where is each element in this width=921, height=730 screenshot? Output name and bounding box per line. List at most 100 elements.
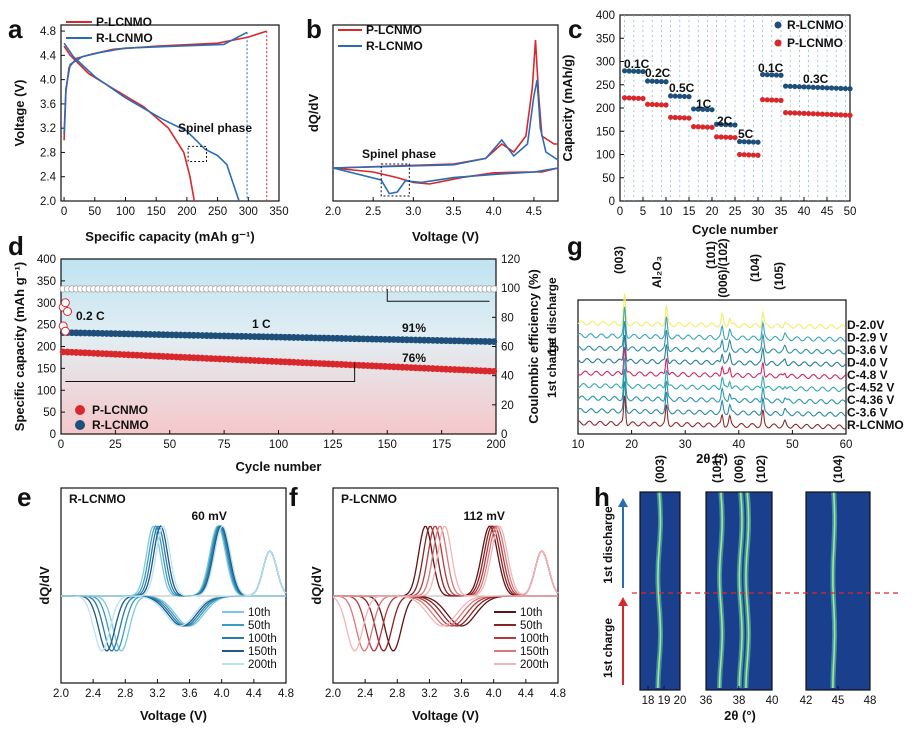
panel-g-peak-label: (101) [704,241,718,269]
panel-h-tick: 18 [642,695,655,707]
panel-d-y-tick: 400 [37,254,56,266]
panel-d-label: d [8,231,24,261]
panel-e-label: e [17,482,31,512]
panel-a-legend-label: R-LCNMO [96,31,153,45]
panel-g-pattern [577,335,846,367]
panel-c-point-R-LCNMO [842,85,849,92]
panel-a-y-tick: 3.6 [40,99,56,111]
panel-d-x-tick: 200 [486,439,505,451]
panel-c-point-P-LCNMO [709,124,715,130]
panel-c-point-R-LCNMO [783,83,789,89]
panel-a-y-tick: 4.0 [40,75,56,87]
panel-c-point-P-LCNMO [640,95,646,102]
panel-d-legend-marker [75,420,85,430]
panel-c-point-P-LCNMO [829,111,835,118]
panel-c-point-P-LCNMO [635,95,642,101]
panel-c-point-R-LCNMO [815,84,821,91]
panel-c-x-tick: 45 [821,206,834,218]
panel-d-initial-point [60,298,70,308]
panel-c-point-R-LCNMO [677,93,683,99]
panel-f-label: f [289,482,298,512]
panel-c-point-R-LCNMO [829,85,835,91]
panel-b-x-tick: 2.0 [325,206,341,218]
panel-d-y-tick: 350 [37,276,56,288]
panel-g-pattern [577,395,846,430]
panel-d-y-tick: 50 [43,407,56,419]
panel-a-x-tick: 0 [61,206,67,218]
panel-f-x-tick: 4.0 [486,688,502,700]
panel-h-peak-core [657,491,662,689]
panel-d-retention-P: 76% [402,351,426,365]
panel-a-x-tick: 200 [177,206,196,218]
panel-c-point-R-LCNMO [838,85,844,91]
panel-h-charge-arrowhead [618,597,628,606]
panel-g-peak-label: (003) [612,246,626,274]
panel-c-point-P-LCNMO [681,115,688,121]
panel-b-spinel-box [380,163,410,197]
panel-c-rate-label: 0.1C [624,57,650,71]
panel-a-y-tick: 2.0 [40,196,56,208]
panel-d-x-tick: 125 [323,439,342,451]
panel-g-peak-label: Al₂O₃ [650,256,664,288]
panel-c-legend-label: R-LCNMO [787,18,844,32]
panel-d-x-tick: 100 [269,439,288,451]
panel-c-legend-marker [774,21,782,29]
panel-a-x-tick: 100 [116,206,135,218]
panel-h-heatmap-bg [806,492,870,690]
panel-g-pattern-label: C-3.6 V [847,406,888,420]
panel-a-spinel-box [187,145,208,163]
panel-c-label: c [568,14,582,44]
panel-b-ylabel: dQ/dV [306,94,321,133]
panel-c-point-P-LCNMO [649,101,655,108]
panel-c-point-R-LCNMO [760,71,766,78]
panel-d-y-tick: 300 [37,298,56,310]
panel-a-y-tick: 2.8 [40,147,56,159]
panel-c-point-P-LCNMO [824,111,830,117]
panel-c-point-P-LCNMO [672,114,678,121]
panel-c-point-R-LCNMO [663,79,669,85]
panel-b-discharge-R-LCNMO [332,167,559,195]
panel-a-legend-label: P-LCNMO [96,15,152,29]
panel-d-initial-point [63,307,73,316]
panel-g-peak-label: (104) [748,254,762,282]
panel-c-point-P-LCNMO [750,152,757,158]
panel-d-y-tick: 0 [50,429,56,441]
panel-f-title: P-LCNMO [341,492,397,506]
panel-f-charge-curve [333,525,559,597]
panel-h-tick: 20 [674,695,687,707]
panel-c-x-tick: 50 [844,206,857,218]
panel-c-point-R-LCNMO [796,84,803,90]
panel-c-y-tick: 0 [609,196,615,208]
panel-f-charge-curve [333,525,559,597]
panel-d-x-tick: 50 [163,439,176,451]
panel-c-point-P-LCNMO [658,102,665,108]
panel-g-x-tick: 50 [786,439,799,451]
panel-c-point-P-LCNMO [842,112,849,118]
panel-e-x-tick: 4.8 [278,688,294,700]
panel-h-label: h [594,482,610,512]
panel-a-y-tick: 4.8 [40,26,56,38]
panel-c-point-R-LCNMO [654,78,660,85]
panel-c-point-R-LCNMO [806,84,812,90]
panel-c-rate-label: 0.2C [645,66,671,80]
panel-h-tick: 19 [658,695,671,707]
panel-h-peak-core [718,491,724,689]
panel-e-legend-label: 150th [248,646,277,658]
panel-c-point-R-LCNMO [626,68,632,74]
panel-c-legend-marker [774,39,782,47]
panel-g-peak-label: (006)/(102) [716,238,730,297]
panel-c-point-R-LCNMO [833,85,839,91]
panel-c-point-R-LCNMO [622,68,628,74]
panel-c-point-P-LCNMO [773,97,780,103]
panel-b-x-tick: 2.5 [365,206,381,218]
panel-h-tick: 40 [766,695,779,707]
panel-d-x-tick: 75 [218,439,231,451]
panel-b-legend-label: P-LCNMO [366,23,422,37]
panel-f-shift-label: 112 mV [464,509,505,523]
panel-b-x-tick: 3.5 [446,206,462,218]
panel-d-rate-label-2: 1 C [252,317,271,331]
panel-h-peak-label: (102) [754,455,768,483]
panel-h-xlabel: 2θ (°) [724,708,756,723]
panel-h-peak-label: (003) [653,455,667,483]
